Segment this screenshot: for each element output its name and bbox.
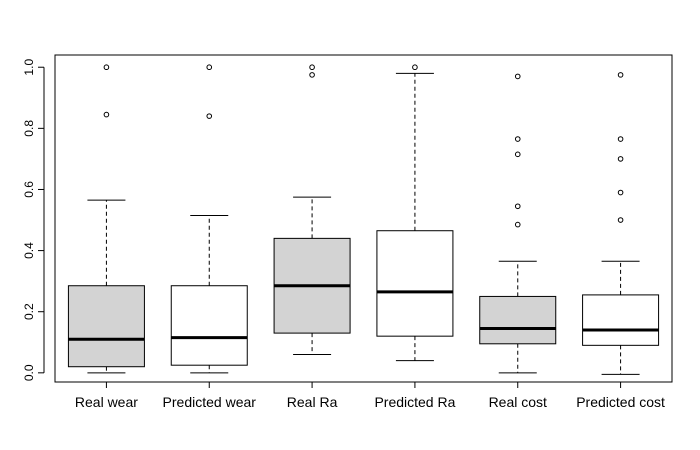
box — [170, 285, 248, 366]
x-tick-label: Predicted Ra — [374, 394, 455, 410]
outlier-point — [514, 221, 521, 228]
y-tick-label: 0.2 — [22, 303, 36, 320]
box-group — [582, 72, 660, 375]
y-tick-label: 0.0 — [22, 364, 36, 381]
outlier-point — [309, 72, 315, 78]
outlier-point — [206, 64, 213, 71]
outlier-point — [617, 72, 624, 78]
outlier-point — [617, 156, 624, 162]
y-tick-label: 0.8 — [22, 120, 36, 137]
box-group — [479, 73, 557, 374]
y-axis: 0.0 0.2 0.4 0.6 0.8 1.0 — [22, 59, 45, 381]
x-axis-labels: Real wear Predicted wear Real Ra Predicted … — [75, 382, 665, 410]
outlier-point — [309, 64, 315, 71]
box-group — [170, 64, 248, 374]
boxes — [67, 64, 660, 375]
outlier-point — [103, 64, 110, 71]
outlier-point — [617, 136, 624, 142]
y-tick-label: 0.4 — [22, 242, 36, 259]
x-tick-label: Real wear — [75, 394, 138, 410]
outlier-point — [617, 189, 624, 196]
outlier-point — [514, 136, 521, 142]
box-group — [376, 64, 454, 362]
x-tick-label: Real Ra — [287, 394, 338, 410]
x-tick-label: Predicted cost — [576, 394, 665, 410]
box — [479, 295, 557, 345]
box — [67, 285, 145, 368]
outlier-point — [514, 203, 521, 210]
outlier-point — [412, 64, 418, 71]
box — [582, 294, 660, 346]
plot-frame — [54, 54, 673, 383]
outlier-point — [617, 217, 624, 223]
outlier-point — [514, 73, 521, 80]
x-tick-label: Real cost — [489, 394, 547, 410]
box — [376, 230, 454, 337]
outlier-point — [206, 113, 213, 119]
box-group — [273, 64, 351, 355]
y-tick-label: 0.6 — [22, 181, 36, 198]
x-tick-label: Predicted wear — [163, 394, 257, 410]
box-group — [67, 64, 145, 374]
outlier-point — [514, 151, 521, 158]
y-tick-label: 1.0 — [22, 59, 36, 76]
outlier-point — [103, 111, 110, 118]
